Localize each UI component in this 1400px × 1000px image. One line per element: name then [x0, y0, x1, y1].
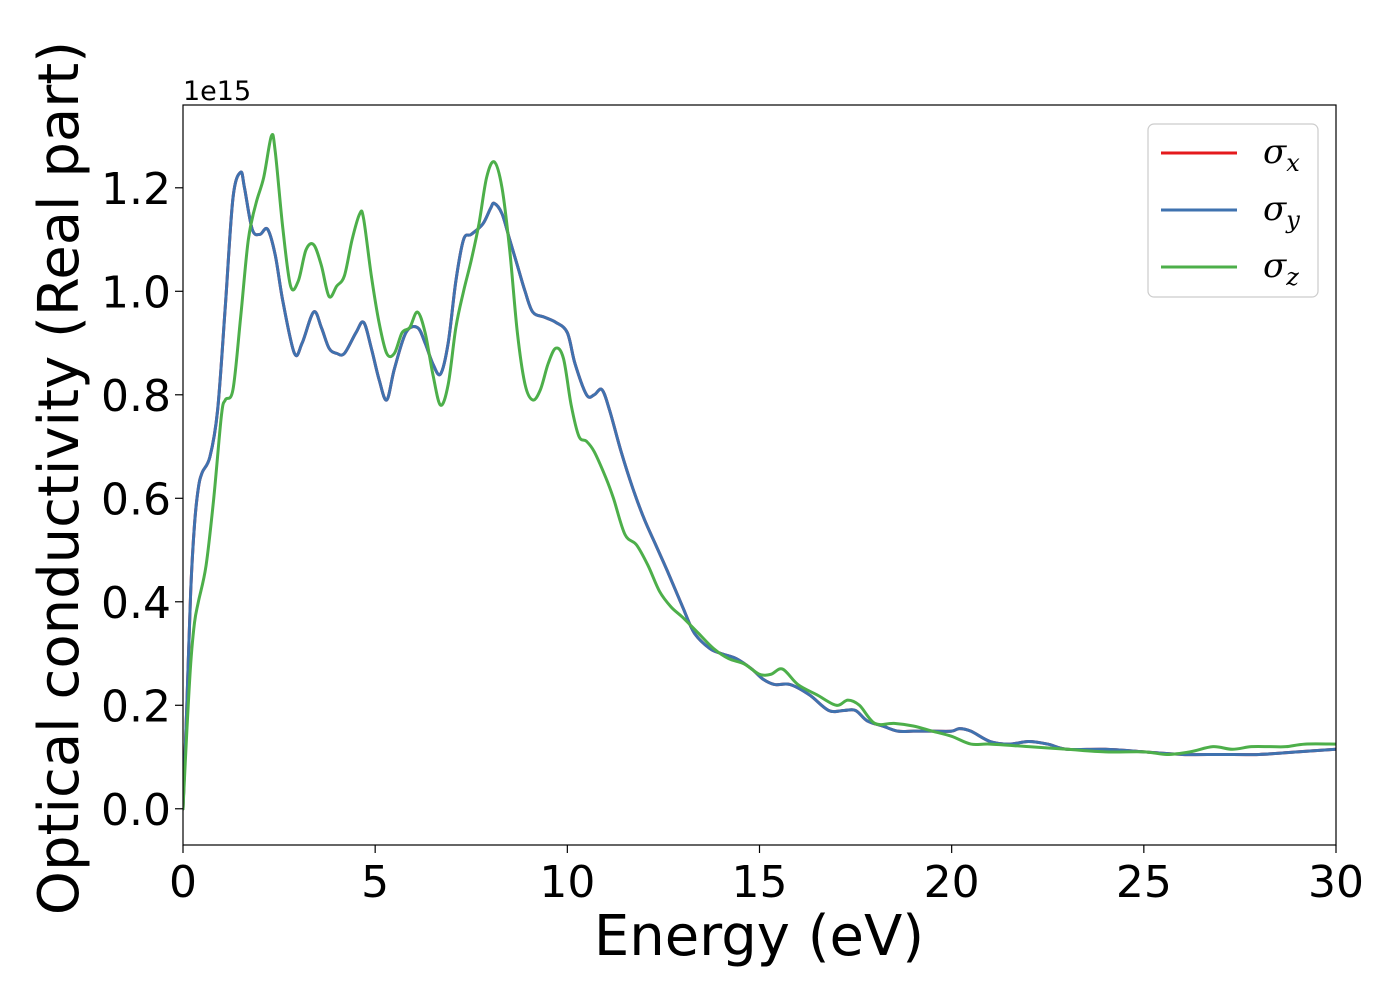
series-line-z: [183, 132, 1336, 811]
y-tick-label: 0.0: [101, 785, 171, 836]
legend: σx σy σz: [1147, 123, 1319, 298]
y-tick-label: 0.8: [101, 371, 171, 422]
y-axis-ticks: 0.0 0.2 0.4 0.6 0.8 1.0 1.2: [101, 164, 183, 836]
x-tick-label: 30: [1308, 857, 1364, 908]
x-tick-label: 20: [924, 857, 980, 908]
y-tick-label: 0.2: [101, 681, 171, 732]
x-tick-label: 25: [1116, 857, 1172, 908]
legend-label-x: σx: [1263, 132, 1300, 177]
series-line-y: [183, 170, 1336, 811]
y-tick-label: 0.6: [101, 474, 171, 525]
x-axis-ticks: 0 5 10 15 20 25 30: [169, 845, 1364, 908]
x-tick-label: 15: [732, 857, 788, 908]
y-axis-title: Optical conductivity (Real part): [27, 41, 92, 915]
series-layer: [183, 132, 1336, 811]
y-tick-label: 0.4: [101, 578, 171, 629]
legend-label-y: σy: [1263, 189, 1300, 234]
plot-area: [183, 105, 1336, 845]
x-tick-label: 10: [539, 857, 595, 908]
x-tick-label: 5: [361, 857, 389, 908]
legend-label-z: σz: [1263, 246, 1299, 291]
y-tick-label: 1.0: [101, 267, 171, 318]
x-axis-title: Energy (eV): [594, 904, 924, 969]
x-tick-label: 0: [169, 857, 197, 908]
y-tick-label: 1.2: [101, 164, 171, 215]
y-offset-label: 1e15: [183, 76, 251, 107]
